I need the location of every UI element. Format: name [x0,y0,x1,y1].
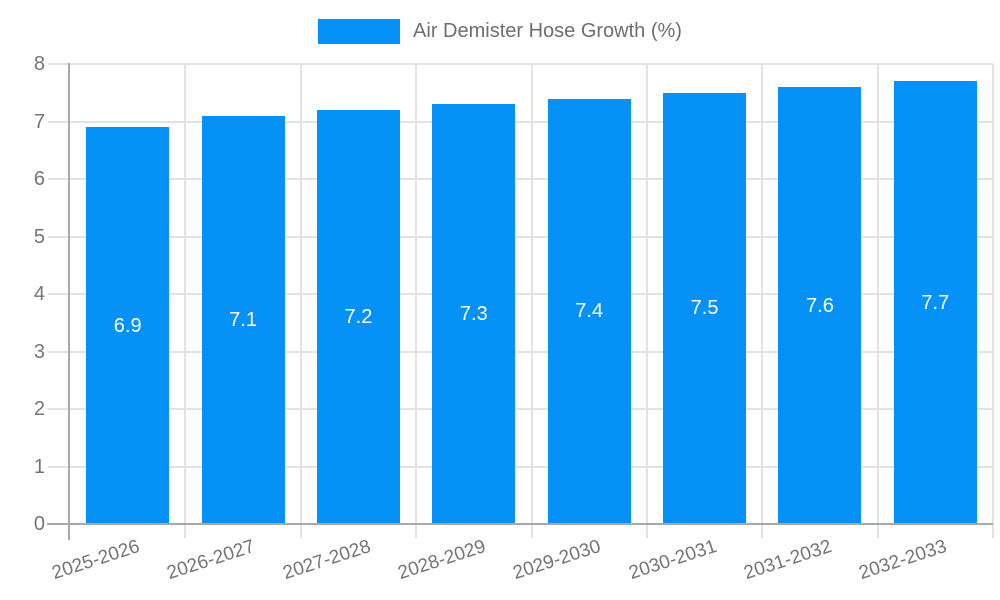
x-tick-mark [184,524,187,538]
x-gridline [761,64,764,524]
legend: Air Demister Hose Growth (%) [0,14,1000,48]
x-tick-label: 2025-2026 [49,536,143,585]
x-tick-label: 2029-2030 [510,536,604,585]
x-tick-label: 2031-2032 [741,536,835,585]
y-tick-mark [48,120,70,123]
x-axis-line [47,523,993,525]
x-tick-mark [761,524,764,538]
x-tick-mark [876,524,879,538]
bar-2031-2032[interactable] [778,87,862,524]
x-tick-label: 2032-2033 [856,536,950,585]
y-tick-mark [48,63,70,65]
legend-label: Air Demister Hose Growth (%) [413,19,682,42]
bar-2029-2030[interactable] [547,98,631,524]
x-gridline [645,64,648,524]
x-gridline [415,64,418,524]
legend-swatch-icon [318,18,401,44]
bar-2027-2028[interactable] [316,110,400,524]
y-tick-label: 4 [33,283,45,305]
bar-value-label: 7.6 [806,294,834,317]
x-tick-label: 2026-2027 [164,536,258,585]
x-gridline [184,64,187,524]
y-tick-label: 0 [33,513,45,535]
y-tick-label: 5 [33,225,45,248]
bar-value-label: 7.2 [344,306,373,328]
legend-item[interactable]: Air Demister Hose Growth (%) [318,18,682,44]
x-gridline [992,64,994,524]
x-tick-label: 2028-2029 [395,536,489,585]
bar-2025-2026[interactable] [86,127,170,524]
bar-value-label: 7.4 [575,300,604,323]
y-tick-label: 7 [33,110,45,133]
y-tick-mark [48,235,70,238]
bar-2032-2033[interactable] [893,81,977,524]
y-tick-mark [48,465,70,468]
x-tick-label: 2027-2028 [280,536,373,585]
y-tick-mark [48,293,70,295]
bar-value-label: 7.5 [690,297,719,320]
y-tick-mark [48,408,70,410]
bar-2030-2031[interactable] [663,92,747,524]
x-tick-mark [299,524,302,538]
y-tick-label: 8 [33,53,45,75]
y-tick-label: 6 [33,168,45,190]
bar-value-label: 7.3 [459,303,488,326]
x-gridline [299,64,302,524]
x-tick-mark [645,524,648,538]
y-tick-mark [48,178,70,180]
y-tick-label: 2 [33,398,45,420]
y-tick-mark [48,350,70,353]
y-tick-label: 3 [33,340,45,363]
bar-2028-2029[interactable] [432,104,516,524]
x-gridline [530,64,533,524]
bar-2026-2027[interactable] [201,115,285,524]
x-tick-label: 2030-2031 [626,536,720,585]
y-tick-label: 1 [33,455,45,478]
bar-value-label: 6.9 [113,314,142,337]
x-gridline [876,64,879,524]
y-axis-line [68,63,70,540]
bar-value-label: 7.1 [229,308,257,331]
x-tick-mark [992,524,994,538]
bar-value-label: 7.7 [921,291,950,314]
x-tick-mark [415,524,418,538]
x-tick-mark [530,524,533,538]
